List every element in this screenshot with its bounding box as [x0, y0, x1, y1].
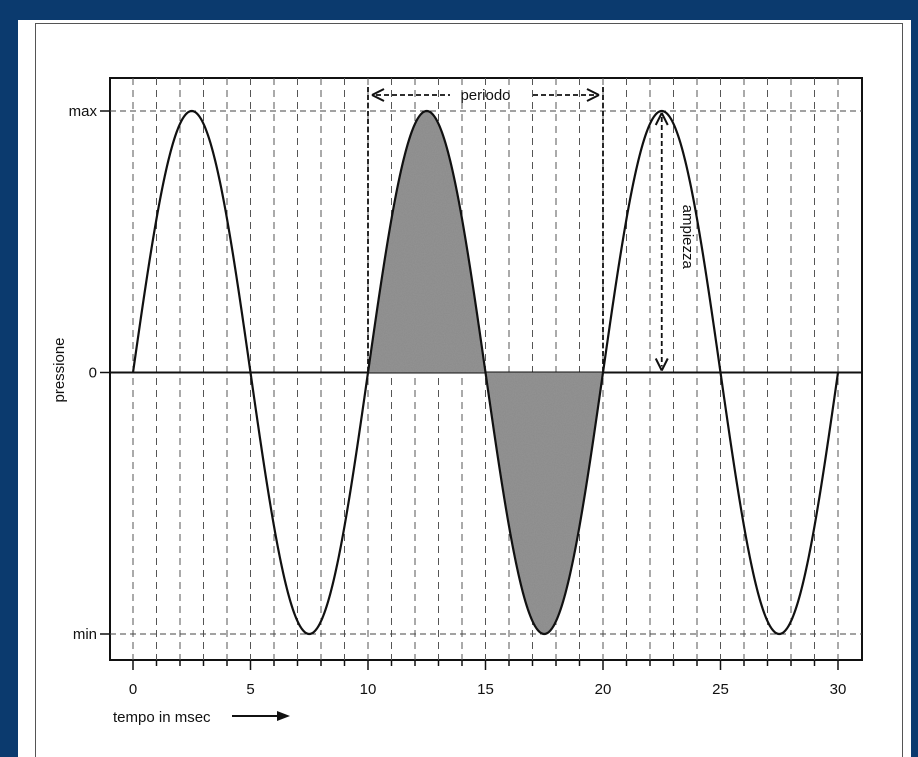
x-tick-label: 30	[830, 681, 847, 698]
annotations: periodo ampiezza	[367, 87, 696, 373]
x-axis: 0 5 10 15 20 25 30	[129, 660, 847, 721]
sine-curve	[131, 109, 840, 636]
x-tick-label: 5	[246, 681, 254, 698]
x-axis-label: tempo in msec	[113, 709, 211, 726]
x-tick-label: 25	[712, 681, 729, 698]
y-tick-label-max: max	[69, 103, 98, 120]
x-tick-label: 15	[477, 681, 494, 698]
y-axis: max 0 min	[69, 103, 110, 643]
y-axis-label: pressione	[51, 337, 68, 402]
period-arrowhead-right	[586, 88, 600, 102]
x-tick-label: 20	[595, 681, 612, 698]
y-tick-label-min: min	[73, 626, 97, 643]
y-tick-label-zero: 0	[89, 365, 97, 382]
x-label-arrow-head	[277, 711, 290, 721]
amplitude-arrowhead-top	[654, 112, 669, 126]
x-tick-label: 0	[129, 681, 137, 698]
period-label: periodo	[460, 87, 510, 104]
period-arrowhead-left	[371, 88, 385, 102]
figure-inner-border	[35, 23, 903, 757]
amplitude-arrowhead-bottom	[654, 358, 669, 371]
amplitude-label: ampiezza	[679, 205, 696, 270]
x-tick-label: 10	[360, 681, 377, 698]
sine-line	[131, 109, 840, 636]
